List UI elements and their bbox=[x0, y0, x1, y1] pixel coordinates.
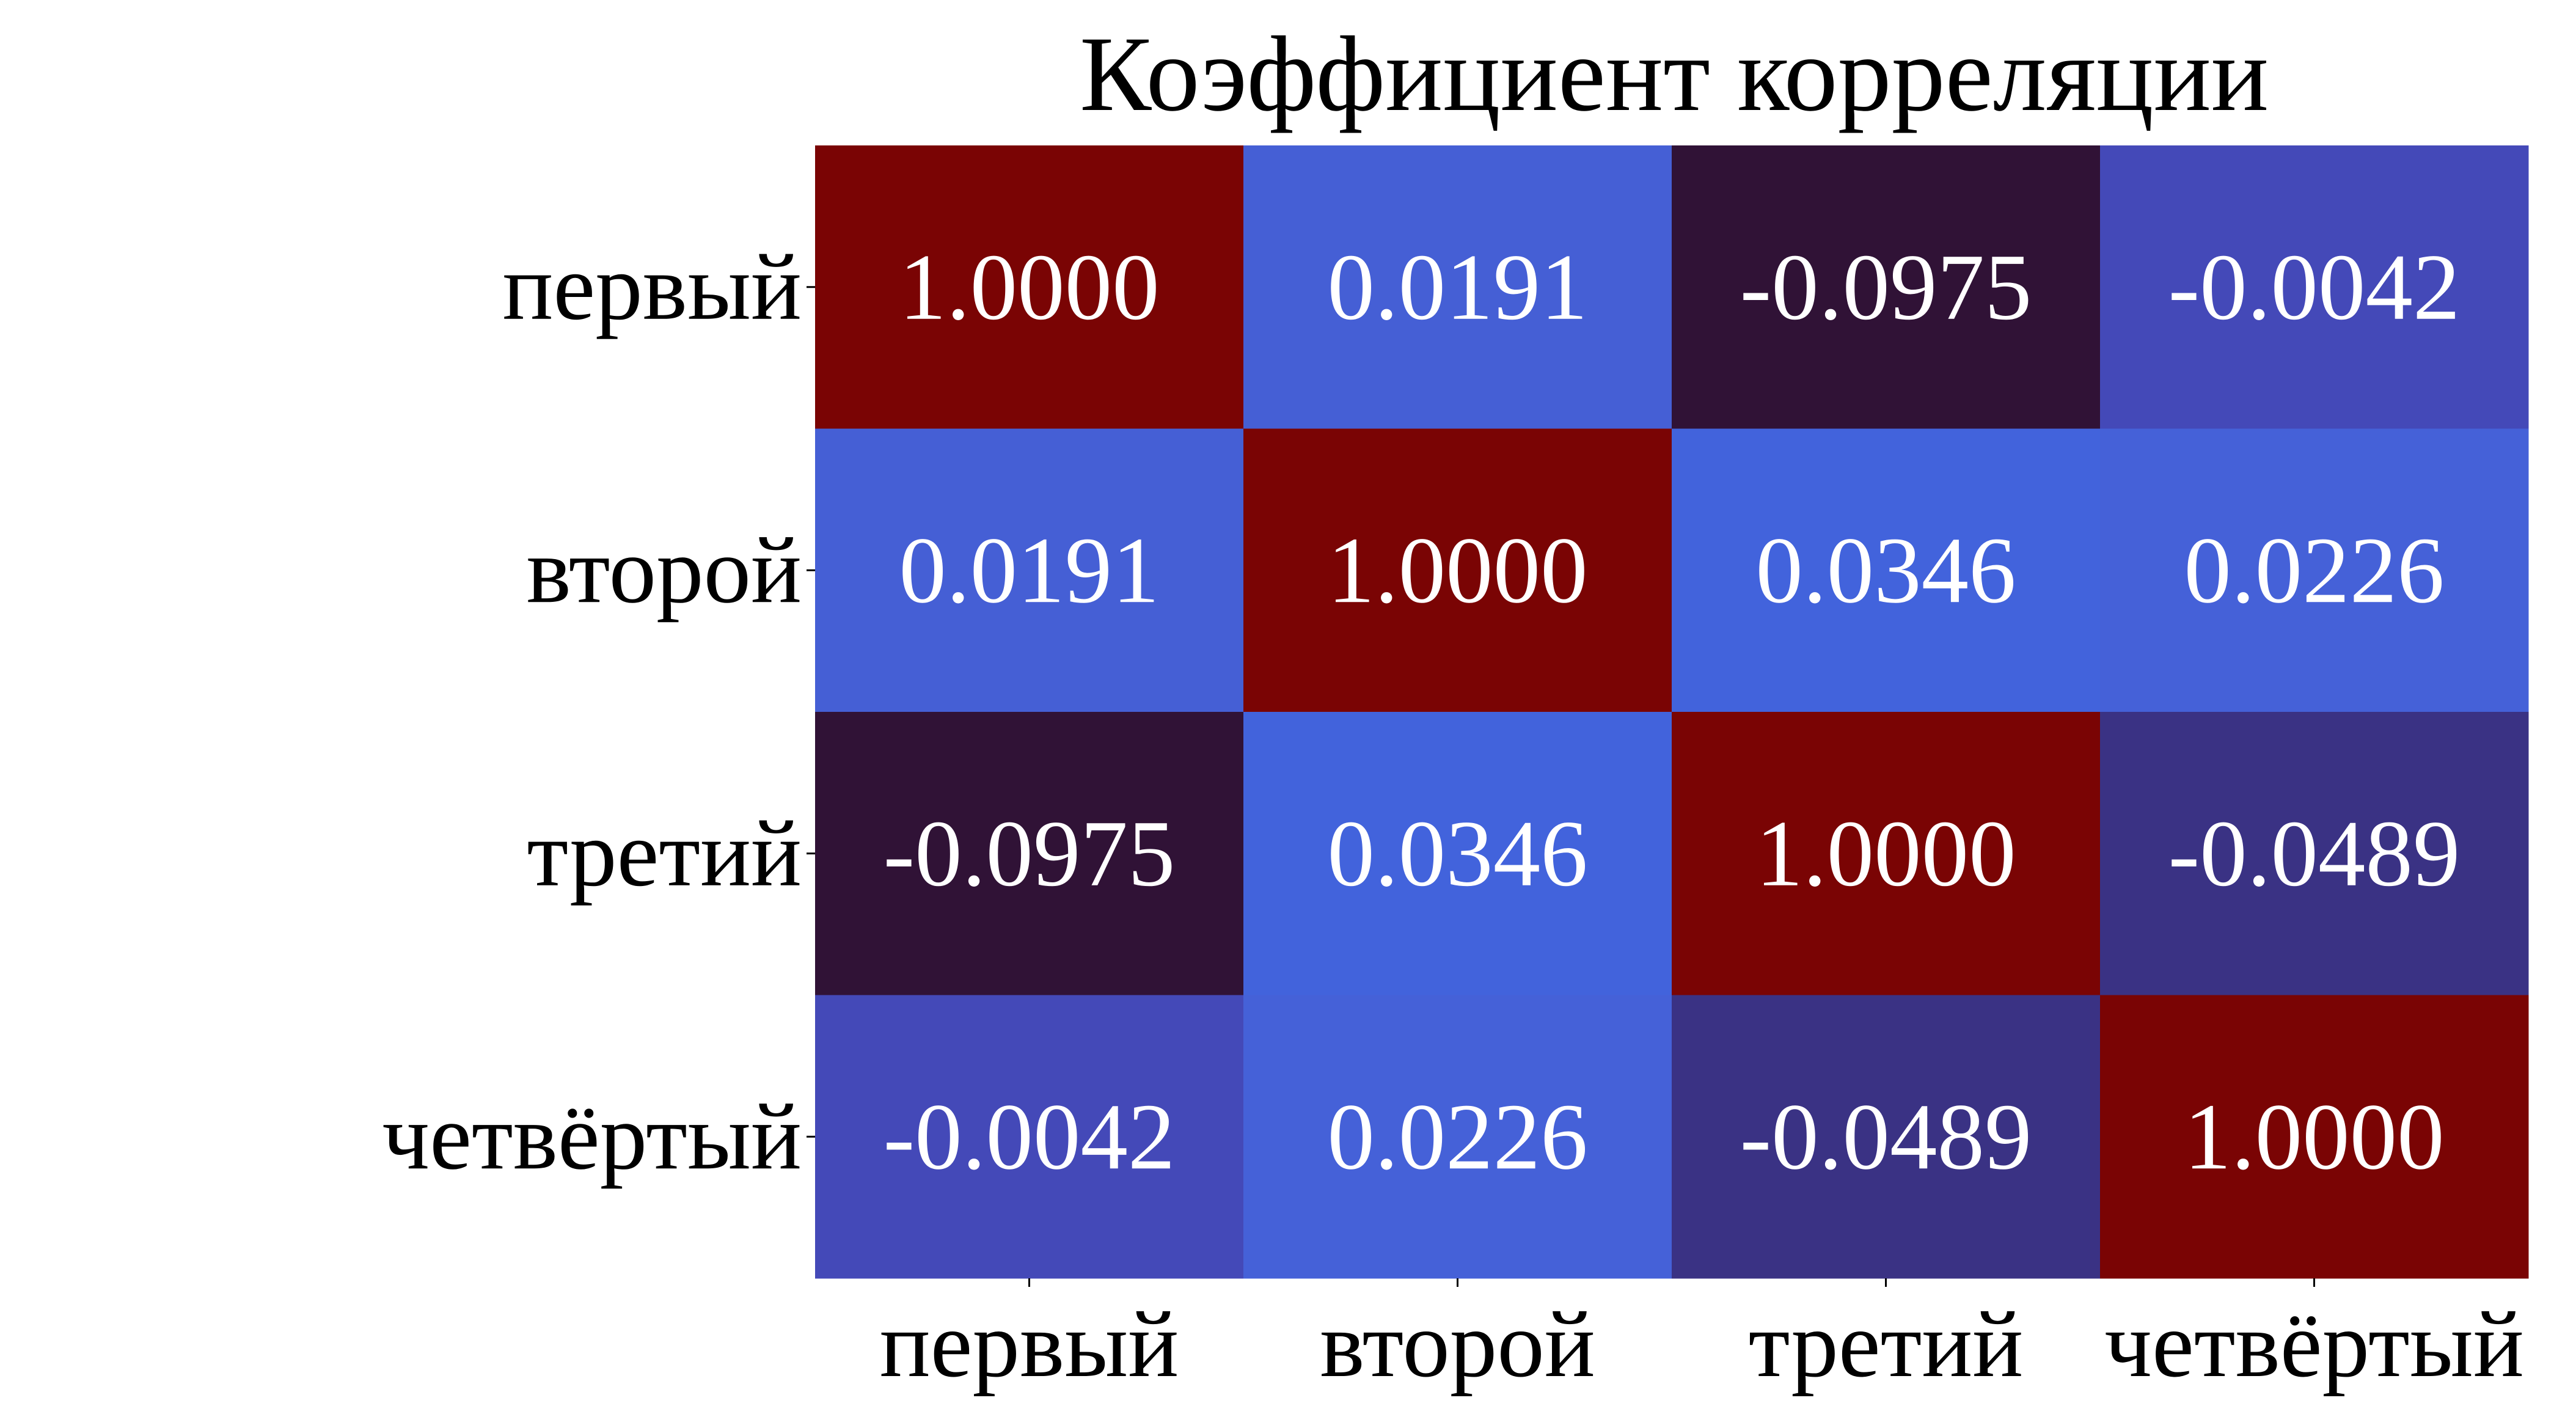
cell-value-label: 1.0000 bbox=[899, 235, 1159, 340]
cell-value-label: 1.0000 bbox=[2184, 1084, 2444, 1189]
x-tick-label: третий bbox=[1749, 1292, 2024, 1397]
cell-value-label: 0.0191 bbox=[899, 518, 1159, 623]
cell-value-label: -0.0975 bbox=[884, 801, 1176, 906]
x-axis: первый второй третий четвёртый bbox=[880, 1278, 2524, 1397]
heatmap-cell-4-2 bbox=[1243, 995, 1672, 1279]
cell-value-label: -0.0489 bbox=[2168, 801, 2461, 906]
heatmap-cell-4-4 bbox=[2100, 995, 2529, 1279]
y-tick-label: четвёртый bbox=[382, 1084, 802, 1189]
heatmap-cell-1-1 bbox=[815, 145, 1244, 429]
heatmap-cell-4-3 bbox=[1672, 995, 2101, 1279]
heatmap-cell-2-2 bbox=[1243, 428, 1672, 712]
chart-title: Коэффициент корреляции bbox=[1080, 15, 2269, 134]
x-tick-label: первый bbox=[880, 1292, 1179, 1397]
y-axis: первый второй третий четвёртый bbox=[382, 235, 815, 1189]
heatmap-cell-4-1 bbox=[815, 995, 1244, 1279]
heatmap-cells: 1.0000 0.0191 -0.0975 -0.0042 0.0191 1.0000 0.… bbox=[815, 145, 2529, 1279]
cell-value-label: 0.0346 bbox=[1327, 801, 1587, 906]
heatmap-cell-3-2 bbox=[1243, 712, 1672, 995]
cell-value-label: -0.0042 bbox=[2168, 235, 2461, 340]
cell-value-label: 0.0226 bbox=[2184, 518, 2444, 623]
heatmap-cell-3-1 bbox=[815, 712, 1244, 995]
cell-value-label: 1.0000 bbox=[1755, 801, 2016, 906]
heatmap-cell-1-3 bbox=[1672, 145, 2101, 429]
x-tick-label: четвёртый bbox=[2104, 1292, 2524, 1397]
cell-value-label: 1.0000 bbox=[1327, 518, 1587, 623]
y-tick-label: третий bbox=[527, 801, 802, 906]
heatmap-cell-3-4 bbox=[2100, 712, 2529, 995]
cell-value-label: 0.0191 bbox=[1327, 235, 1587, 340]
cell-value-label: -0.0042 bbox=[884, 1084, 1176, 1189]
x-tick-label: второй bbox=[1320, 1292, 1595, 1397]
heatmap-cell-2-4 bbox=[2100, 428, 2529, 712]
heatmap-cell-2-1 bbox=[815, 428, 1244, 712]
cell-value-label: 0.0226 bbox=[1327, 1084, 1587, 1189]
heatmap-cell-3-3 bbox=[1672, 712, 2101, 995]
heatmap-cell-2-3 bbox=[1672, 428, 2101, 712]
y-tick-label: первый bbox=[502, 235, 802, 340]
cell-value-label: -0.0489 bbox=[1740, 1084, 2032, 1189]
heatmap-cell-1-2 bbox=[1243, 145, 1672, 429]
cell-value-label: 0.0346 bbox=[1755, 518, 2016, 623]
heatmap-cell-1-4 bbox=[2100, 145, 2529, 429]
y-tick-label: второй bbox=[527, 518, 802, 623]
cell-value-label: -0.0975 bbox=[1740, 235, 2032, 340]
